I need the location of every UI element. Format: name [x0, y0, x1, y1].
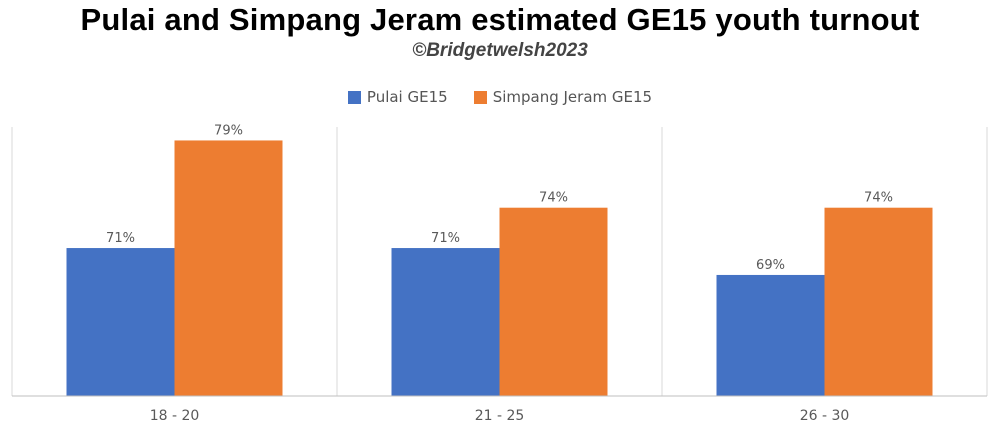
x-tick-label: 18 - 20: [150, 408, 200, 424]
legend-label-pulai: Pulai GE15: [366, 88, 448, 106]
data-label: 71%: [431, 231, 460, 246]
legend-swatch-pulai: [347, 90, 361, 104]
bar-pulai-2: [716, 274, 825, 396]
legend-swatch-simpang-jeram: [473, 90, 487, 104]
legend-item-simpang-jeram: Simpang Jeram GE15: [473, 88, 653, 106]
chart-subtitle: ©Bridgetwelsh2023: [412, 40, 588, 61]
data-label: 71%: [106, 231, 135, 246]
x-tick-label: 26 - 30: [800, 408, 850, 424]
bar-pulai-0: [66, 248, 175, 396]
legend-item-pulai: Pulai GE15: [347, 88, 448, 106]
chart-title: Pulai and Simpang Jeram estimated GE15 y…: [80, 2, 920, 37]
bar-simpang-jeram-2: [824, 207, 933, 396]
data-label: 74%: [539, 191, 568, 206]
bar-simpang-jeram-1: [499, 207, 608, 396]
x-tick-label: 21 - 25: [475, 408, 525, 424]
bar-pulai-1: [391, 248, 500, 396]
data-label: 79%: [214, 123, 243, 138]
legend: Pulai GE15 Simpang Jeram GE15: [0, 88, 1000, 106]
data-label: 74%: [864, 191, 893, 206]
legend-label-simpang-jeram: Simpang Jeram GE15: [492, 88, 653, 106]
data-label: 69%: [756, 258, 785, 273]
bar-simpang-jeram-0: [174, 140, 283, 396]
